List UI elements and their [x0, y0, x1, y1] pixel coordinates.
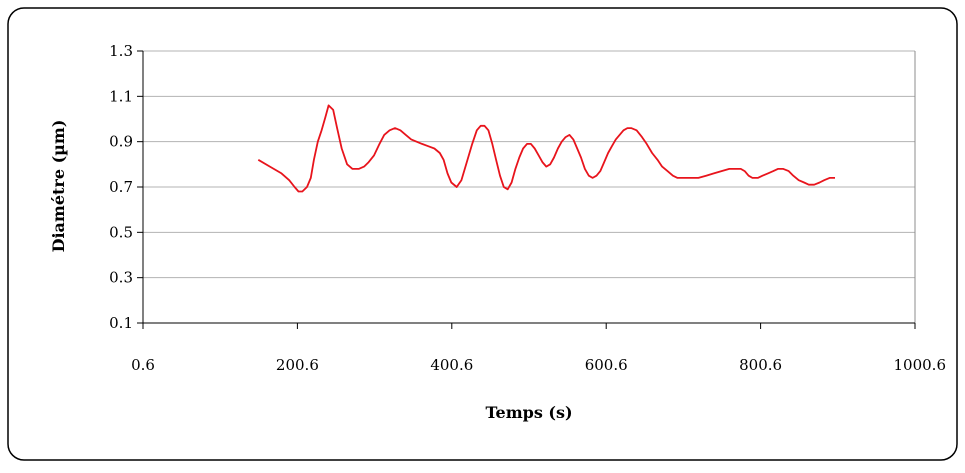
- y-tick-label: 0.9: [109, 133, 133, 151]
- x-tick-label: 600.6: [585, 356, 628, 374]
- gridlines: [143, 50, 916, 323]
- y-tick-label: 0.7: [109, 178, 133, 196]
- x-tick-label: 0.6: [131, 356, 155, 374]
- y-tick-labels: 0.1 0.3 0.5 0.7 0.9 1.1 1.3: [109, 42, 133, 332]
- y-tick-label: 0.3: [109, 269, 133, 287]
- x-tick-labels: 0.6 200.6 400.6 600.6 800.6 1000.6: [131, 356, 946, 374]
- y-axis-title: Diamétre (µm): [49, 120, 68, 253]
- chart-border: [7, 7, 958, 461]
- x-tick-label: 400.6: [430, 356, 473, 374]
- series-line: [257, 104, 835, 193]
- y-tick-label: 0.1: [109, 314, 133, 332]
- x-tick-label: 800.6: [739, 356, 782, 374]
- x-axis-title: Temps (s): [485, 403, 572, 422]
- y-tick-label: 1.3: [109, 42, 133, 60]
- y-tick-label: 0.5: [109, 223, 133, 241]
- y-tick-label: 1.1: [109, 87, 133, 105]
- axes: [137, 50, 916, 329]
- x-tick-label: 200.6: [276, 356, 319, 374]
- x-tick-label: 1000.6: [894, 356, 947, 374]
